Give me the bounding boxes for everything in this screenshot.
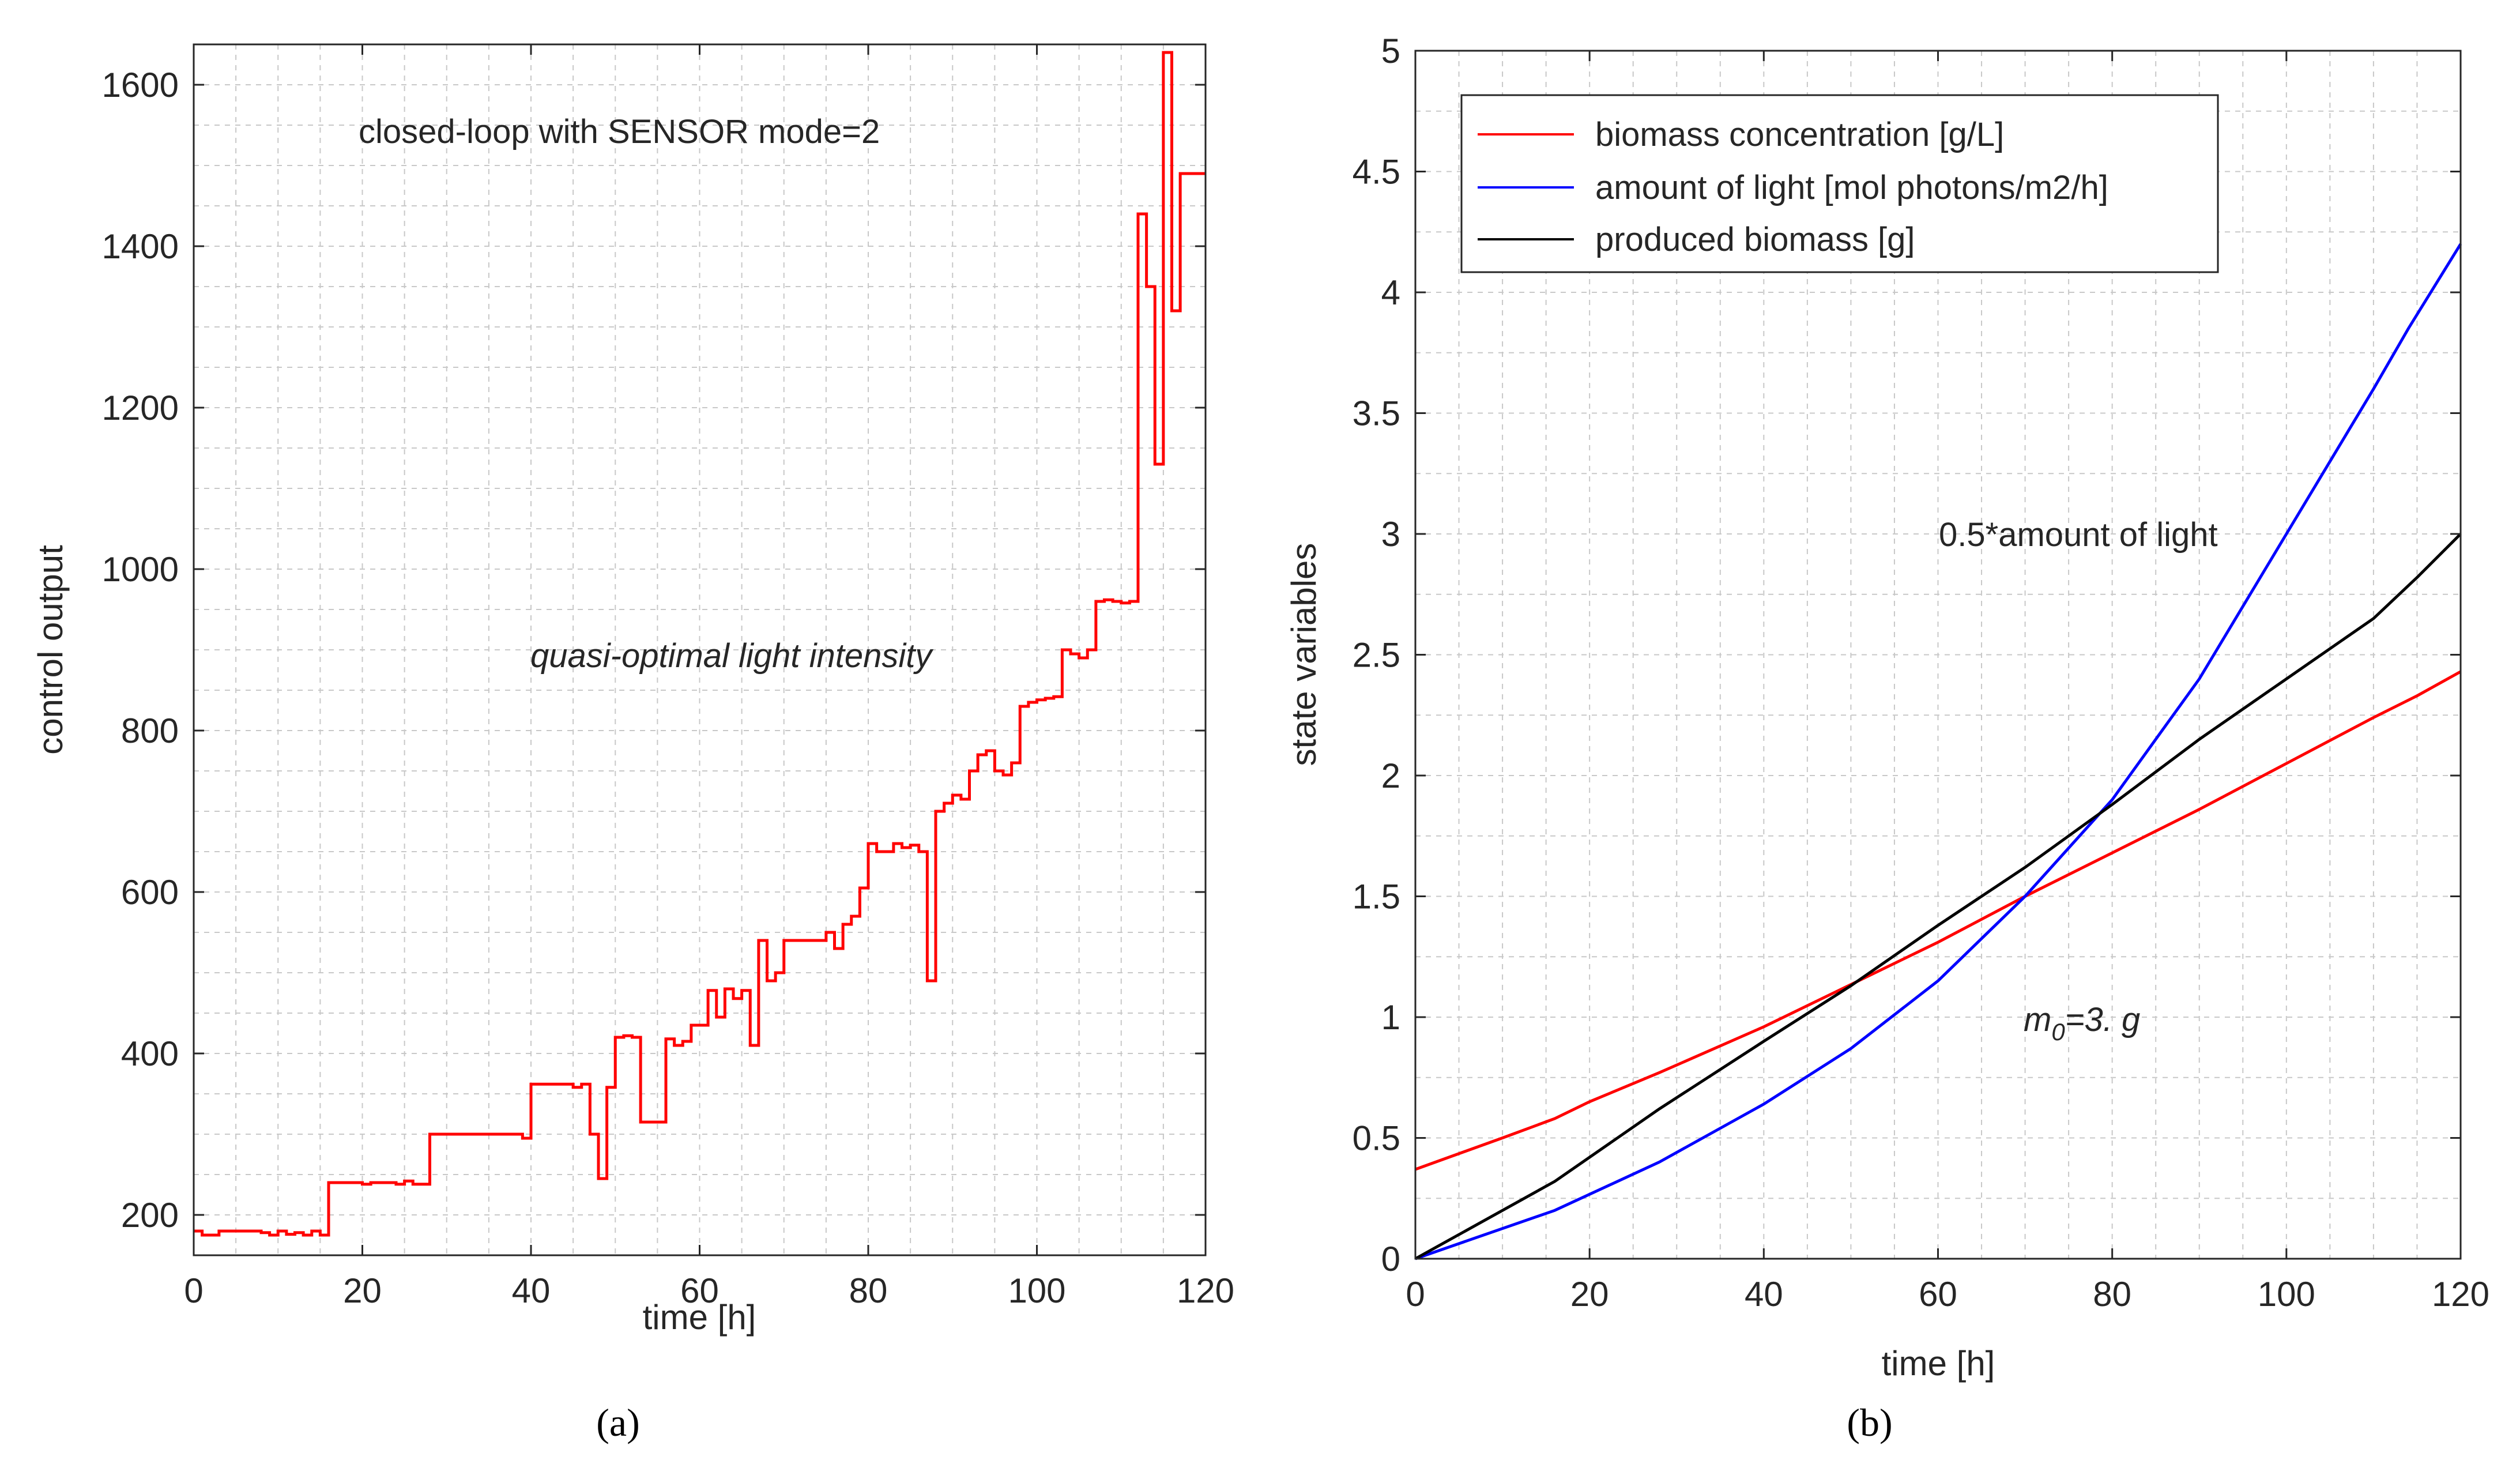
y-tick-label: 0.5 — [1353, 1119, 1400, 1158]
y-axis-label-b: state variables — [1285, 543, 1323, 766]
y-tick-label: 0 — [1381, 1240, 1400, 1278]
y-tick-label: 4 — [1381, 273, 1400, 312]
x-tick-label: 80 — [2093, 1275, 2131, 1314]
y-tick-label: 400 — [121, 1034, 179, 1073]
x-ticks-a: 0 20 40 60 80 100 120 — [184, 44, 1234, 1310]
panel-label-b: (b) — [1847, 1401, 1892, 1444]
y-tick-label: 1200 — [102, 389, 179, 427]
x-tick-label: 40 — [1745, 1275, 1783, 1314]
series-a — [194, 51, 1206, 1237]
y-tick-label: 5 — [1381, 32, 1400, 70]
x-tick-label: 0 — [184, 1271, 203, 1310]
x-tick-label: 0 — [1406, 1275, 1425, 1314]
x-tick-label: 60 — [680, 1271, 719, 1310]
y-tick-label: 4.5 — [1353, 153, 1400, 191]
y-tick-label: 2.5 — [1353, 636, 1400, 675]
y-tick-label: 1000 — [102, 550, 179, 589]
series-line-amount-of-light-mol-photons-m2-h — [1415, 243, 2462, 1260]
y-tick-label: 3 — [1381, 515, 1400, 554]
legend-label-produced-biomass: produced biomass [g] — [1595, 221, 1915, 258]
y-tick-label: 1.5 — [1353, 878, 1400, 916]
x-tick-label: 80 — [849, 1271, 888, 1310]
x-axis-label-a: time [h] — [643, 1298, 756, 1337]
annotation-sensor-mode: closed-loop with SENSOR mode=2 — [359, 113, 880, 150]
x-tick-label: 100 — [2258, 1275, 2315, 1314]
legend-label-amount-of-light: amount of light [mol photons/m2/h] — [1595, 169, 2108, 206]
y-tick-label: 800 — [121, 712, 179, 750]
series-line-biomass-concentration-g-l — [1415, 670, 2462, 1171]
x-tick-label: 20 — [343, 1271, 382, 1310]
x-tick-label: 100 — [1008, 1271, 1065, 1310]
y-tick-label: 1400 — [102, 227, 179, 266]
x-ticks-b: 0 20 40 60 80 100 120 — [1406, 51, 2489, 1314]
x-tick-label: 120 — [2432, 1275, 2489, 1314]
annotation-m-subscript: 0 — [2051, 1018, 2065, 1045]
x-tick-label: 60 — [1919, 1275, 1957, 1314]
y-tick-label: 3.5 — [1353, 394, 1400, 433]
legend-label-biomass-concentration: biomass concentration [g/L] — [1595, 116, 2004, 153]
y-tick-label: 200 — [121, 1196, 179, 1235]
annotation-m: m — [2024, 1001, 2051, 1038]
x-tick-label: 20 — [1570, 1275, 1609, 1314]
annotation-half-light: 0.5*amount of light — [1939, 516, 2218, 554]
x-tick-label: 40 — [512, 1271, 551, 1310]
y-ticks-b: 0 0.5 1 1.5 2 2.5 3 3.5 4 4.5 5 — [1353, 32, 2461, 1278]
y-tick-label: 2 — [1381, 757, 1400, 795]
series-b — [1414, 243, 2462, 1260]
panel-label-a: (a) — [596, 1401, 639, 1444]
x-axis-label-b: time [h] — [1882, 1344, 1995, 1383]
x-tick-label: 120 — [1177, 1271, 1234, 1310]
panel-a: 0 20 40 60 80 100 120 200 400 600 800 1000 1200 1400… — [31, 43, 1234, 1444]
annotation-m-rest: =3. g — [2065, 1001, 2141, 1038]
y-tick-label: 1600 — [102, 66, 179, 104]
panel-b: 0 20 40 60 80 100 120 0 0.5 1 1.5 2 2.5 3 3.5 4 4.5 5 ti… — [1285, 32, 2489, 1444]
annotation-quasi-optimal: quasi-optimal light intensity — [530, 637, 933, 675]
grid-a — [194, 44, 1206, 1255]
legend: biomass concentration [g/L] amount of li… — [1460, 94, 2219, 273]
series-line-control-output — [194, 51, 1206, 1237]
annotation-initial-mass: m0=3. g — [2024, 1001, 2140, 1045]
y-ticks-a: 200 400 600 800 1000 1200 1400 1600 — [102, 66, 1206, 1235]
series-line-produced-biomass-g — [1414, 533, 2462, 1260]
legend-box — [1460, 94, 2219, 273]
y-tick-label: 1 — [1381, 998, 1400, 1037]
y-tick-label: 600 — [121, 873, 179, 912]
y-axis-label-a: control output — [31, 545, 70, 755]
